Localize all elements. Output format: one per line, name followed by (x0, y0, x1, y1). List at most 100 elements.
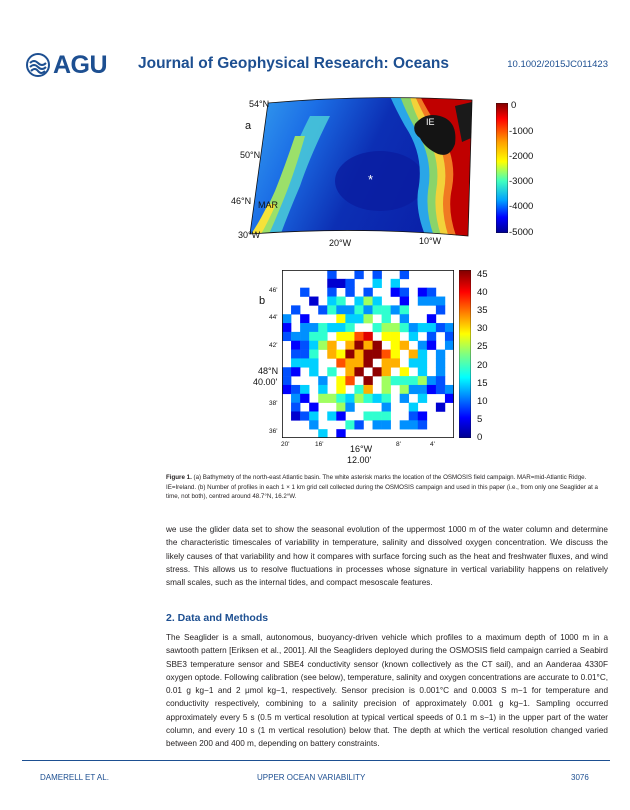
heatmap-cell (372, 270, 382, 280)
heatmap-cell (426, 340, 437, 350)
heatmap-cell (300, 331, 310, 342)
heatmap-cell (408, 323, 419, 333)
caption-text: (a) Bathymetry of the north-east Atlanti… (166, 474, 598, 501)
footer-page-number: 3076 (571, 773, 589, 782)
footer-running-title: UPPER OCEAN VARIABILITY (257, 773, 366, 782)
heatmap-cell (381, 305, 391, 315)
journal-header: AGU Journal of Geophysical Research: Oce… (22, 50, 610, 80)
heatmap-cell (309, 323, 319, 333)
heatmap-cell (399, 296, 410, 306)
map-lon-20: 20°W (329, 238, 352, 248)
section-title: 2. Data and Methods (166, 612, 269, 624)
heatmap-cell (282, 314, 292, 324)
heatmap-cell (426, 314, 437, 324)
heatmap-cell (327, 393, 337, 403)
heatmap-cell (327, 278, 337, 288)
heatmap-cell (318, 331, 328, 342)
heatmap-cell (408, 349, 419, 359)
heatmap-cell (435, 402, 446, 412)
heatmap-cell (318, 305, 328, 315)
heatmap-cell (408, 358, 419, 368)
heatmap-cell (435, 296, 446, 306)
heatmap-y-center-deg: 48°N (258, 366, 279, 376)
heatmap-cell (345, 314, 355, 324)
heatmap-cell (291, 358, 301, 368)
heatmap-cell (363, 358, 373, 368)
footer-rule (22, 760, 610, 761)
heatmap-cell (336, 305, 346, 315)
heatmap-cell (390, 287, 400, 297)
heatmap-cell (390, 323, 400, 333)
heatmap-cell (291, 305, 301, 315)
heatmap-cell (372, 411, 382, 421)
heatmap-cell (399, 384, 410, 395)
heatmap-cell (381, 402, 391, 412)
heatmap-cell (327, 296, 337, 306)
heatmap-cell (390, 305, 400, 315)
heatmap-cell (426, 323, 437, 333)
heatmap-cell (363, 376, 373, 386)
heatmap-cell (399, 270, 410, 280)
heatmap-cell (345, 367, 355, 377)
map-lat-54: 54°N (249, 99, 270, 109)
heatmap-cell (381, 420, 391, 430)
heatmap-cell (426, 384, 437, 395)
heatmap-cell (336, 358, 346, 368)
heatmap-cell (363, 296, 373, 306)
heatmap-cell (300, 287, 310, 297)
heatmap-cell (318, 384, 328, 395)
heatmap-cell (354, 384, 364, 395)
heatmap-cell (300, 349, 310, 359)
doi: 10.1002/2015JC011423 (507, 59, 608, 70)
heatmap-cell (417, 384, 428, 395)
heatmap-cell (300, 340, 310, 350)
heatmap-xtick-4: 4' (430, 441, 435, 448)
heatmap-cell (435, 376, 446, 386)
heatmap-cell (345, 323, 355, 333)
osmosis-asterisk: * (368, 172, 374, 187)
heatmap-cell (372, 367, 382, 377)
heatmap-cell (417, 358, 428, 368)
heatmap-cell (300, 411, 310, 421)
heatmap-cell (336, 278, 346, 288)
heatmap-cell (381, 367, 391, 377)
heatmap-cell (399, 314, 410, 324)
heatmap-cell (363, 393, 373, 403)
map-lat-50: 50°N (240, 150, 261, 160)
heatmap-cell (399, 367, 410, 377)
heatmap-cell (417, 323, 428, 333)
heatmap-cell (354, 349, 364, 359)
heatmap-cell (372, 323, 382, 333)
heatmap-cell (309, 296, 319, 306)
panel-a-letter: a (245, 120, 252, 132)
heatmap-cell (309, 358, 319, 368)
heatmap-cell (327, 340, 337, 350)
heatmap-cell (300, 358, 310, 368)
heatmap-cell (300, 323, 310, 333)
heatmap-cell (372, 393, 382, 403)
map-lat-46: 46°N (231, 196, 252, 206)
heatmap-cell (444, 340, 454, 350)
heatmap-cell (372, 420, 382, 430)
heatmap-cell (345, 402, 355, 412)
count-tick-10: 10 (477, 396, 488, 407)
heatmap-cell (363, 340, 373, 350)
heatmap-cell (300, 384, 310, 395)
heatmap-cell (435, 367, 446, 377)
heatmap-y-center-min: 40.00' (253, 377, 278, 387)
heatmap-cell (381, 384, 391, 395)
count-tick-20: 20 (477, 360, 488, 371)
map-lon-30: 30°W (238, 230, 261, 240)
figure-caption: Figure 1. (a) Bathymetry of the north-ea… (166, 473, 606, 502)
paragraph-intro: we use the glider data set to show the s… (166, 525, 608, 588)
bathymetry-colorbar (496, 103, 508, 233)
heatmap-xtick-16: 16' (315, 441, 324, 448)
heatmap-cell (435, 349, 446, 359)
heatmap-cell (417, 367, 428, 377)
count-colorbar (459, 270, 471, 438)
heatmap-cell (282, 367, 292, 377)
heatmap-cell (399, 287, 410, 297)
heatmap-cell (363, 384, 373, 395)
heatmap-cell (354, 393, 364, 403)
heatmap-cell (381, 331, 391, 342)
